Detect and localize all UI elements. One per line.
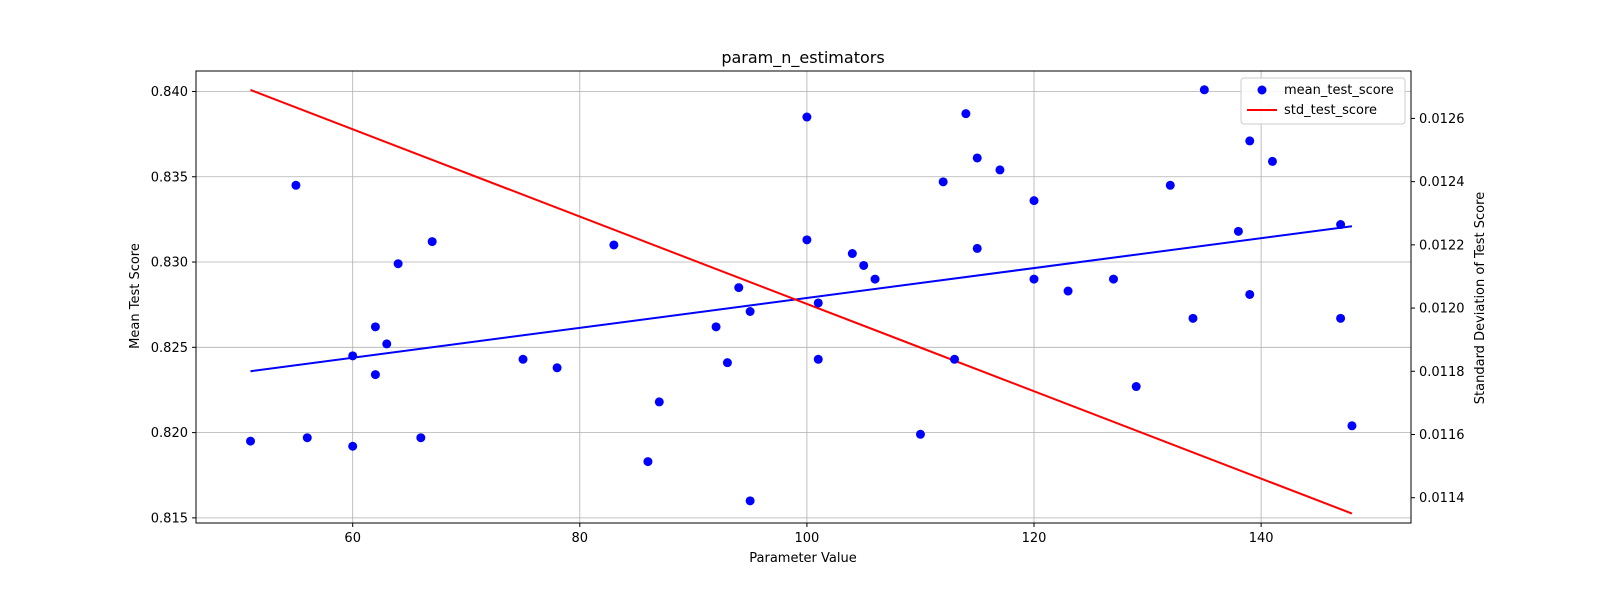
y-axis-label: Mean Test Score xyxy=(128,243,143,349)
y-tick-label: 0.825 xyxy=(151,341,188,356)
scatter-point xyxy=(302,433,312,443)
scatter-point xyxy=(1188,313,1198,323)
y-right-tick-label: 0.0120 xyxy=(1419,302,1465,317)
scatter-point xyxy=(427,237,437,247)
x-tick-label: 100 xyxy=(794,531,819,546)
scatter-point xyxy=(972,243,982,253)
y-right-tick-label: 0.0124 xyxy=(1419,175,1465,190)
x-tick-label: 140 xyxy=(1249,531,1274,546)
y-right-tick-label: 0.0122 xyxy=(1419,238,1465,253)
legend: mean_test_score std_test_score xyxy=(1240,77,1406,125)
scatter-point xyxy=(1199,85,1209,95)
scatter-point xyxy=(802,112,812,122)
scatter-point xyxy=(915,429,925,439)
std-score-trend-line xyxy=(250,89,1353,515)
scatter-point xyxy=(654,397,664,407)
scatter-point xyxy=(1336,313,1346,323)
legend-label-mean-test-score: mean_test_score xyxy=(1284,83,1394,98)
scatter-point xyxy=(1245,136,1255,146)
scatter-point xyxy=(370,322,380,332)
scatter-point xyxy=(1108,274,1118,284)
y-tick-label: 0.840 xyxy=(151,85,188,100)
legend-box xyxy=(1240,77,1406,125)
scatter-point xyxy=(1267,156,1277,166)
plot-frame xyxy=(195,70,1412,524)
y-tick-label: 0.830 xyxy=(151,256,188,271)
scatter-point xyxy=(246,436,256,446)
y-tick-label: 0.815 xyxy=(151,511,188,526)
y-axis-label-right: Standard Deviation of Test Score xyxy=(1473,192,1488,404)
scatter-point xyxy=(722,358,732,368)
scatter-point xyxy=(950,354,960,364)
scatter-point xyxy=(961,109,971,119)
x-tick-label: 120 xyxy=(1022,531,1047,546)
scatter-point xyxy=(938,177,948,187)
scatter-point xyxy=(972,153,982,163)
x-tick-label: 60 xyxy=(344,531,361,546)
scatter-point xyxy=(1063,286,1073,296)
scatter-point xyxy=(802,235,812,245)
x-axis-label: Parameter Value xyxy=(749,551,856,566)
y-tick-label: 0.820 xyxy=(151,426,188,441)
scatter-point xyxy=(813,354,823,364)
grid-layer xyxy=(196,71,1411,523)
scatter-point xyxy=(1233,226,1243,236)
scatter-point xyxy=(847,249,857,259)
scatter-point xyxy=(348,441,358,451)
y-right-tick-label: 0.0118 xyxy=(1419,365,1465,380)
scatter-point xyxy=(382,339,392,349)
legend-label-std-test-score: std_test_score xyxy=(1284,103,1377,118)
scatter-point xyxy=(1029,274,1039,284)
scatter-point xyxy=(859,260,869,270)
y-right-tick-label: 0.0126 xyxy=(1419,112,1465,127)
point-layer xyxy=(246,85,1357,506)
scatter-point xyxy=(552,363,562,373)
y-tick-label: 0.835 xyxy=(151,170,188,185)
x-tick-label: 80 xyxy=(572,531,589,546)
scatter-point xyxy=(813,298,823,308)
y-right-tick-label: 0.0116 xyxy=(1419,428,1465,443)
scatter-point xyxy=(711,322,721,332)
scatter-point xyxy=(870,274,880,284)
y-right-tick-label: 0.0114 xyxy=(1419,491,1465,506)
scatter-point xyxy=(609,240,619,250)
scatter-point xyxy=(745,496,755,506)
trend-layer xyxy=(250,89,1353,515)
scatter-point xyxy=(1131,382,1141,392)
mean-score-trend-line xyxy=(250,225,1353,373)
scatter-point xyxy=(734,283,744,293)
scatter-point xyxy=(643,457,653,467)
scatter-point xyxy=(291,180,301,190)
scatter-point xyxy=(348,351,358,361)
scatter-point xyxy=(416,433,426,443)
scatter-point xyxy=(1165,180,1175,190)
scatter-point xyxy=(370,370,380,380)
scatter-point xyxy=(1029,196,1039,206)
scatter-point xyxy=(1347,421,1357,431)
tick-layer: 60 80 100 120 140 0.815 0.820 0.825 0.830 0.835 0.… xyxy=(151,85,1465,546)
scatter-point xyxy=(995,165,1005,175)
scatter-point xyxy=(518,354,528,364)
scatter-point xyxy=(745,306,755,316)
scatter-point xyxy=(1245,289,1255,299)
chart-title: param_n_estimators xyxy=(721,48,884,68)
scatter-point xyxy=(1336,220,1346,230)
scatter-point xyxy=(393,259,403,269)
legend-marker-mean-test-score xyxy=(1257,85,1267,95)
